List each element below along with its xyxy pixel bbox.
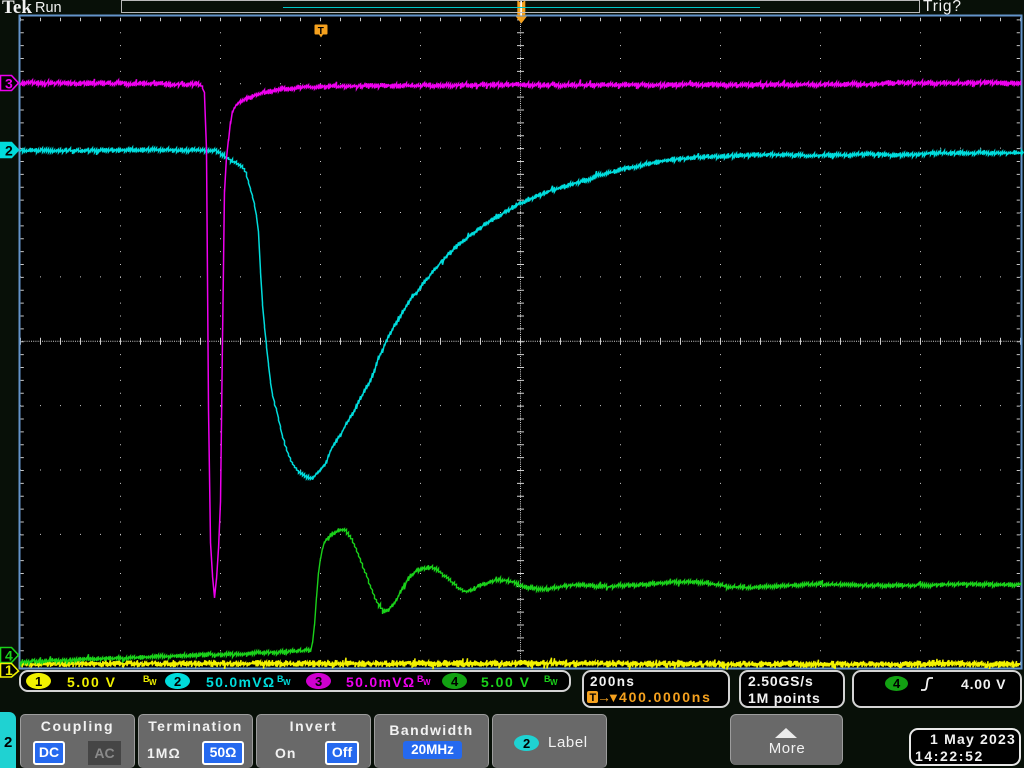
svg-text:2: 2 [5,143,13,159]
svg-text:1: 1 [5,662,13,678]
svg-text:T: T [318,26,324,37]
svg-text:4: 4 [5,648,13,664]
svg-text:3: 3 [5,76,13,92]
